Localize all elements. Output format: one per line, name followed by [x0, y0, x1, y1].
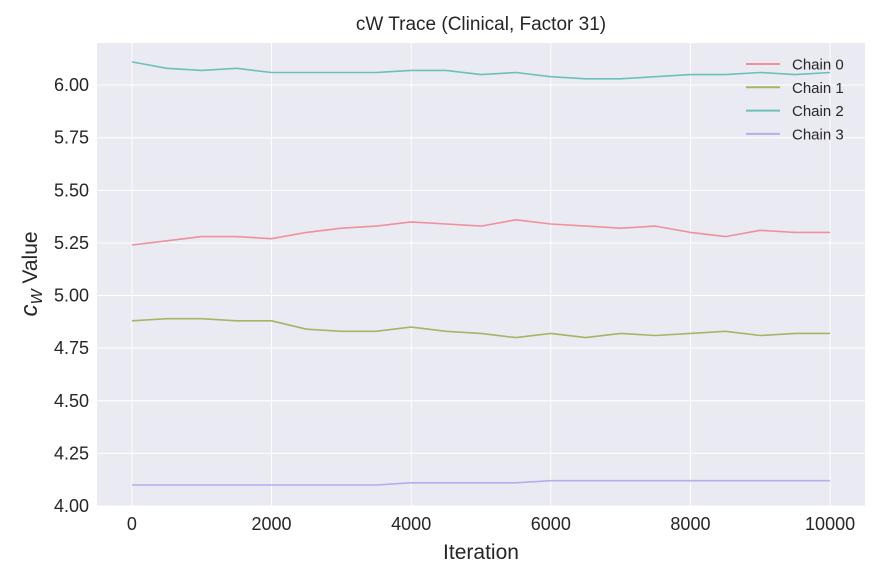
y-tick-label: 5.50	[54, 180, 89, 200]
x-tick-label: 2000	[252, 514, 292, 534]
chart-title: cW Trace (Clinical, Factor 31)	[356, 14, 606, 35]
plot-area	[97, 43, 865, 506]
x-tick-label: 10000	[805, 514, 855, 534]
legend-label-chain-1: Chain 1	[792, 80, 844, 97]
y-tick-label: 6.00	[54, 75, 89, 95]
y-tick-label: 5.00	[54, 286, 89, 306]
y-axis-label: cW Value	[16, 231, 46, 316]
x-tick-label: 6000	[531, 514, 571, 534]
legend-label-chain-2: Chain 2	[792, 103, 844, 120]
x-axis-ticks: 0 2000 4000 6000 8000 10000	[127, 514, 855, 534]
y-tick-label: 4.25	[54, 443, 89, 463]
legend-label-chain-3: Chain 3	[792, 126, 844, 143]
grid-lines	[97, 43, 865, 507]
series-line-chain-0	[131, 219, 831, 246]
x-tick-label: 4000	[391, 514, 431, 534]
series-lines	[131, 61, 831, 486]
y-tick-label: 5.25	[54, 233, 89, 253]
y-axis-label-text: Value	[19, 231, 42, 289]
x-tick-label: 0	[127, 514, 137, 534]
series-line-chain-1	[131, 317, 831, 339]
y-tick-label: 4.50	[54, 391, 89, 411]
y-axis-label-subscript: W	[29, 288, 46, 305]
y-tick-label: 4.75	[54, 338, 89, 358]
y-tick-label: 4.00	[54, 496, 89, 516]
x-axis-label: Iteration	[443, 541, 519, 564]
series-line-chain-3	[131, 479, 831, 486]
legend: Chain 0 Chain 1 Chain 2 Chain 3	[746, 57, 844, 143]
y-tick-label: 5.75	[54, 128, 89, 148]
legend-label-chain-0: Chain 0	[792, 57, 844, 74]
y-axis-label-symbol: c	[16, 305, 43, 317]
y-axis-ticks: 4.00 4.25 4.50 4.75 5.00 5.25 5.50 5.75 6.00	[54, 75, 89, 516]
series-line-chain-2	[131, 61, 831, 80]
x-tick-label: 8000	[670, 514, 710, 534]
